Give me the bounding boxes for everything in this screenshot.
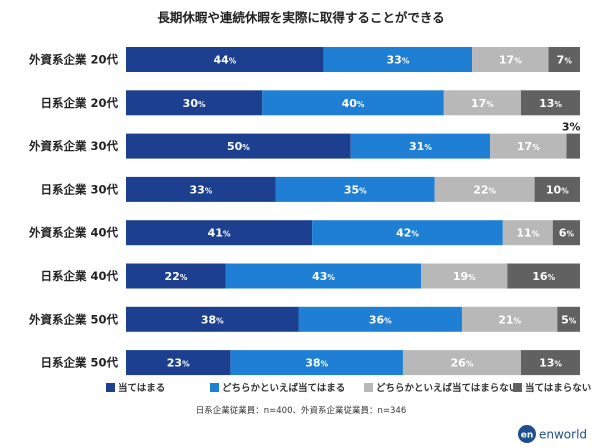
bar-segment bbox=[421, 263, 508, 289]
data-label: 44% bbox=[213, 54, 236, 67]
bar-segment bbox=[534, 176, 580, 202]
bar-segment bbox=[312, 220, 503, 246]
data-label: 33% bbox=[189, 183, 212, 196]
data-label: 40% bbox=[342, 97, 365, 110]
bar-segment bbox=[126, 176, 276, 202]
data-label: 50% bbox=[227, 140, 250, 153]
chart-title: 長期休暇や連続休暇を実際に取得することができる bbox=[157, 10, 444, 25]
data-label: 11% bbox=[516, 227, 539, 240]
category-label: 日系企業 30代 bbox=[40, 182, 118, 196]
bar-segment bbox=[520, 350, 580, 376]
bar-segment bbox=[434, 176, 535, 202]
category-label: 日系企業 50代 bbox=[40, 356, 118, 370]
legend-swatch bbox=[513, 383, 522, 392]
bar-segment bbox=[126, 263, 226, 289]
bar-segment bbox=[461, 306, 558, 332]
bar-segment bbox=[225, 263, 422, 289]
legend-swatch bbox=[210, 383, 219, 392]
data-label: 41% bbox=[208, 227, 231, 240]
brand-name: enworld bbox=[539, 428, 587, 442]
legend-label: 当てはまる bbox=[118, 382, 165, 394]
data-label: 26% bbox=[451, 357, 474, 370]
bar-segment bbox=[126, 350, 231, 376]
data-label: 36% bbox=[369, 313, 392, 326]
bar-segment bbox=[126, 133, 351, 159]
data-label: 7% bbox=[557, 54, 573, 67]
legend-label: どちらかといえば当てはまる bbox=[222, 382, 345, 394]
bar-segment bbox=[502, 220, 553, 246]
bar-segment bbox=[472, 47, 549, 72]
data-label: 13% bbox=[539, 97, 562, 110]
data-label: 35% bbox=[344, 183, 367, 196]
bar-segment bbox=[126, 90, 263, 116]
data-label: 33% bbox=[387, 54, 410, 67]
data-label: 5% bbox=[561, 313, 577, 326]
sample-size-note: 日系企業従業員：n=400、外資系企業従業員：n=346 bbox=[196, 405, 406, 416]
brand-logo-mark: en bbox=[521, 431, 534, 441]
bar-segment bbox=[126, 47, 324, 72]
bar-segment bbox=[262, 90, 444, 116]
bar-segment bbox=[298, 306, 462, 332]
data-label: 17% bbox=[471, 97, 494, 110]
bar-segment bbox=[275, 176, 435, 202]
bar-segment bbox=[402, 350, 521, 376]
data-label: 17% bbox=[517, 140, 540, 153]
category-label: 外資系企業 50代 bbox=[28, 312, 119, 326]
category-label: 外資系企業 40代 bbox=[28, 226, 119, 240]
bar-segment bbox=[552, 220, 580, 246]
legend-swatch bbox=[106, 383, 115, 392]
data-label: 38% bbox=[305, 357, 328, 370]
bar-segment bbox=[557, 306, 580, 332]
data-label: 22% bbox=[165, 270, 188, 283]
data-label: 19% bbox=[453, 270, 476, 283]
brand-logo-icon bbox=[518, 425, 536, 443]
data-label: 31% bbox=[409, 140, 432, 153]
bar-segment bbox=[350, 133, 491, 159]
bar-segment bbox=[126, 220, 313, 246]
category-label: 日系企業 20代 bbox=[40, 96, 118, 110]
data-label: 22% bbox=[473, 183, 496, 196]
data-label: 16% bbox=[532, 270, 555, 283]
data-label: 6% bbox=[559, 227, 575, 240]
bar-segment bbox=[490, 133, 567, 159]
legend-label: どちらかといえば当てはまらない bbox=[376, 382, 518, 394]
category-label: 外資系企業 30代 bbox=[28, 139, 119, 153]
bar-segment bbox=[323, 47, 473, 72]
data-label: 3% bbox=[562, 121, 581, 134]
legend-label: 当てはまらない bbox=[525, 382, 591, 394]
bar-segment bbox=[126, 306, 299, 332]
legend-swatch bbox=[364, 383, 373, 392]
data-label: 38% bbox=[201, 313, 224, 326]
data-label: 21% bbox=[498, 313, 521, 326]
category-label: 日系企業 40代 bbox=[40, 269, 118, 283]
bar-segment bbox=[507, 263, 580, 289]
data-label: 23% bbox=[167, 357, 190, 370]
bar-segment bbox=[443, 90, 521, 116]
data-label: 17% bbox=[499, 54, 522, 67]
data-label: 42% bbox=[396, 227, 419, 240]
bar-segment bbox=[230, 350, 403, 376]
bars-group: 外資系企業 20代 44% 33% 17% 7% 日系企業 20代 30% 40% 17% 13%… bbox=[28, 47, 581, 376]
bar-segment bbox=[566, 133, 580, 159]
category-label: 外資系企業 20代 bbox=[28, 53, 119, 67]
bar-segment bbox=[520, 90, 580, 116]
data-label: 43% bbox=[312, 270, 335, 283]
data-label: 13% bbox=[539, 357, 562, 370]
data-label: 30% bbox=[183, 97, 206, 110]
data-label: 10% bbox=[546, 183, 569, 196]
legend: 当てはまる どちらかといえば当てはまる どちらかといえば当てはまらない 当てはまらない bbox=[106, 382, 591, 394]
brand-logo: en enworld bbox=[518, 425, 587, 443]
bar-segment bbox=[548, 47, 580, 72]
